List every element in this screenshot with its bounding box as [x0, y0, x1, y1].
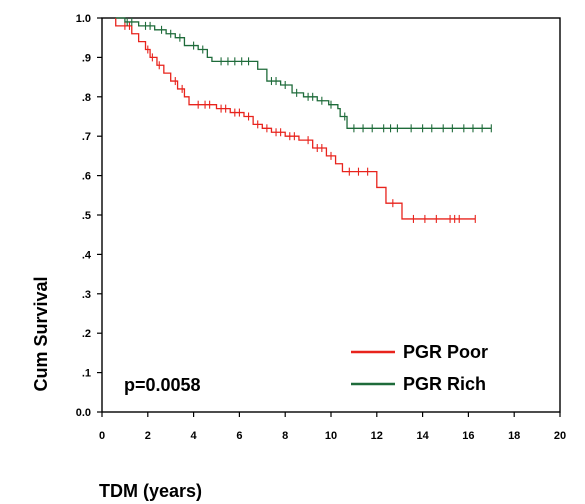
y-tick-label: .7 — [82, 131, 91, 143]
y-tick-label: .2 — [82, 328, 91, 340]
y-tick-label: .6 — [82, 171, 91, 183]
x-axis-title: TDM (years) — [99, 481, 202, 501]
y-tick-label: .8 — [82, 92, 91, 104]
y-tick-label: .5 — [82, 210, 91, 222]
legend-label-pgr-poor: PGR Poor — [403, 342, 488, 362]
y-tick-label: .4 — [82, 249, 92, 261]
y-tick-label: .1 — [82, 368, 91, 380]
survival-line-pgr-poor — [115, 18, 476, 220]
survival-curves — [115, 17, 492, 223]
x-tick-label: 0 — [99, 430, 105, 442]
y-tick-label: 1.0 — [76, 13, 91, 25]
series-pgr-rich — [115, 17, 492, 133]
x-tick-label: 20 — [554, 430, 566, 442]
y-tick-label: .3 — [82, 289, 91, 301]
survival-line-pgr-rich — [115, 17, 492, 129]
x-tick-label: 4 — [191, 430, 198, 442]
x-tick-label: 6 — [236, 430, 242, 442]
legend-label-pgr-rich: PGR Rich — [403, 374, 486, 394]
p-value-annotation: p=0.0058 — [124, 375, 201, 395]
x-tick-label: 14 — [416, 430, 429, 442]
x-axis-ticks: 0 2 4 6 8 10 12 14 16 18 20 — [99, 412, 566, 442]
y-tick-label: .9 — [82, 52, 91, 64]
x-tick-label: 16 — [462, 430, 474, 442]
y-axis-ticks: 0.0 .1 .2 .3 .4 .5 .6 .7 .8 .9 1.0 — [76, 13, 102, 419]
y-tick-label: 0.0 — [76, 407, 91, 419]
x-tick-label: 18 — [508, 430, 520, 442]
y-axis-title: Cum Survival — [31, 276, 51, 391]
legend: PGR Poor PGR Rich — [351, 342, 488, 394]
x-tick-label: 12 — [371, 430, 383, 442]
x-tick-label: 8 — [282, 430, 288, 442]
series-pgr-poor — [115, 18, 476, 223]
x-tick-label: 2 — [145, 430, 151, 442]
x-tick-label: 10 — [325, 430, 337, 442]
